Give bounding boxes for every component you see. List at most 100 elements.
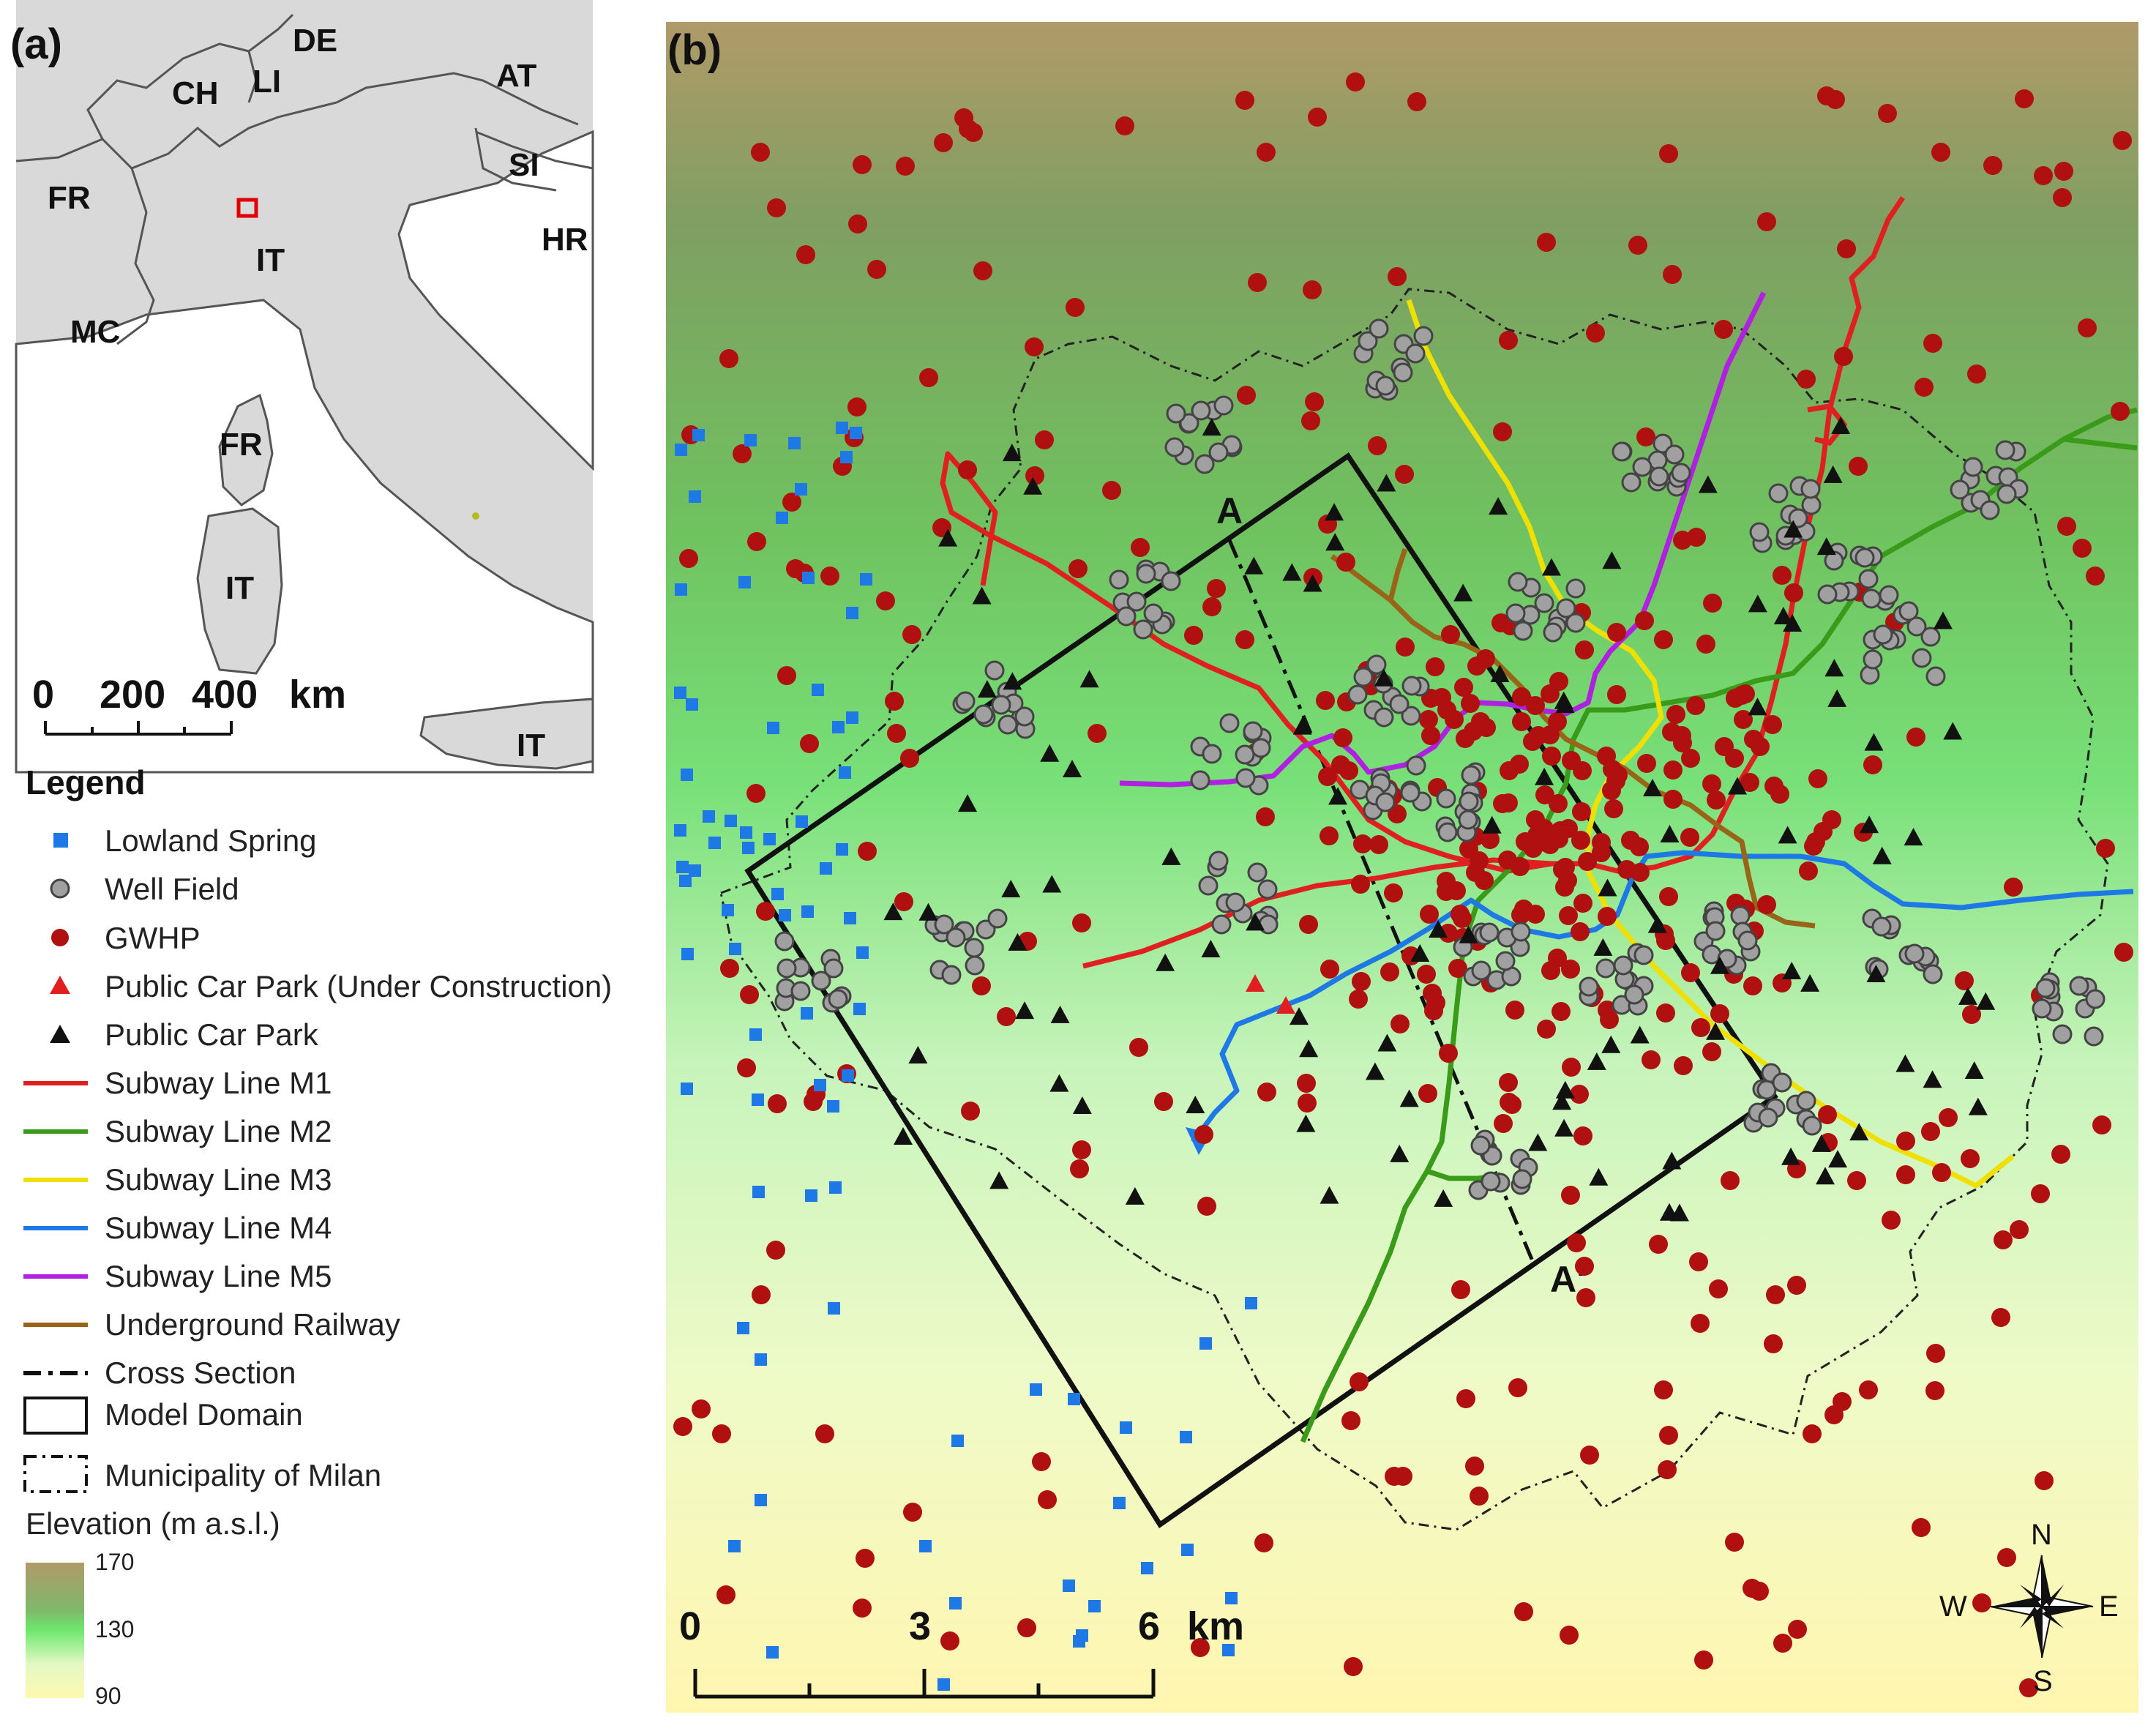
gwhp-point	[1154, 1092, 1173, 1111]
gwhp-point	[1025, 337, 1044, 356]
well-field-point	[997, 714, 1018, 735]
car-park-point	[1325, 503, 1344, 521]
gwhp-point	[1346, 72, 1365, 91]
gwhp-point	[720, 959, 739, 978]
legend-label-m5: Subway Line M5	[105, 1259, 332, 1293]
gwhp-point	[1131, 538, 1150, 557]
detail-scale-unit: km	[1187, 1604, 1244, 1648]
gwhp-point	[716, 1585, 735, 1604]
well-field-point	[1950, 479, 1970, 500]
well-field-point	[1251, 738, 1271, 758]
gwhp-point	[1804, 837, 1823, 856]
gwhp-point	[1628, 236, 1647, 255]
car-park-point	[1125, 1186, 1145, 1205]
gwhp-point	[1686, 696, 1705, 715]
lowland-spring-point	[802, 572, 815, 584]
gwhp-point	[1955, 971, 1974, 990]
legend-symbol-car-park-construction	[50, 976, 70, 994]
gwhp-point	[1396, 638, 1415, 657]
lowland-spring-point	[752, 1186, 765, 1198]
gwhp-point	[954, 108, 973, 127]
gwhp-point	[853, 1599, 872, 1618]
car-park-point	[1601, 1035, 1621, 1053]
well-field-point	[1194, 454, 1215, 474]
well-field-point	[1758, 1107, 1778, 1128]
gwhp-point	[1541, 961, 1560, 980]
gwhp-point	[1426, 657, 1445, 676]
well-field-point	[1191, 400, 1211, 421]
well-field-point	[1565, 578, 1586, 599]
well-field-point	[964, 938, 984, 958]
gwhp-point	[1333, 728, 1352, 747]
gwhp-point	[1448, 959, 1467, 978]
gwhp-point	[1997, 1548, 2016, 1567]
well-field-point	[1235, 744, 1255, 765]
underground-railway	[1330, 554, 1816, 929]
gwhp-point	[1418, 1084, 1437, 1103]
well-field-point	[1579, 976, 1599, 997]
car-park-point	[1816, 537, 1836, 556]
gwhp-point	[2015, 89, 2034, 108]
gwhp-point	[858, 842, 877, 861]
gwhp-point	[1654, 1380, 1673, 1399]
car-park-point	[1040, 744, 1060, 762]
car-park-point	[1535, 767, 1554, 785]
gwhp-point	[1642, 1050, 1661, 1069]
lowland-spring-point	[1141, 1562, 1153, 1574]
well-field-point	[1458, 810, 1478, 830]
gwhp-point	[1038, 1490, 1057, 1509]
well-field-point	[1898, 601, 1919, 621]
car-park-point	[1482, 815, 1502, 834]
gwhp-point	[1537, 1020, 1556, 1039]
gwhp-point	[1658, 1460, 1677, 1479]
lowland-spring-point	[836, 843, 848, 856]
well-field-point	[1800, 479, 1821, 499]
well-field-point	[1235, 768, 1256, 788]
gwhp-point	[777, 666, 796, 685]
car-park-point	[1202, 418, 1221, 436]
gwhp-point	[1925, 1381, 1944, 1400]
well-field-point	[1393, 362, 1413, 383]
gwhp-point	[1072, 1140, 1091, 1159]
well-field-point	[2084, 1026, 2104, 1047]
gwhp-point	[746, 784, 766, 803]
car-park-point	[1933, 611, 1953, 629]
gwhp-point	[1549, 672, 1568, 691]
gwhp-point	[1350, 1372, 1369, 1391]
gwhp-point	[692, 1399, 711, 1418]
well-field-point	[1366, 654, 1387, 675]
well-field-point	[1400, 782, 1421, 803]
lowland-spring-point	[801, 905, 814, 918]
lowland-spring-point	[846, 711, 858, 724]
well-field-point	[1369, 318, 1389, 339]
gwhp-point	[1637, 754, 1656, 773]
gwhp-point	[885, 692, 904, 711]
well-field-point	[1621, 472, 1642, 493]
compass-label-e: E	[2099, 1590, 2119, 1623]
corsica-island	[218, 393, 274, 506]
gwhp-point	[1580, 1446, 1599, 1465]
car-park-point	[1860, 815, 1879, 834]
lowland-spring-point	[827, 1100, 839, 1113]
subway-line-m5	[1119, 291, 1767, 788]
overview-scale-bar: 0 200 400 km	[32, 673, 346, 736]
gwhp-point	[679, 549, 698, 568]
lowland-spring-point	[755, 1353, 767, 1366]
lowland-spring-point	[1199, 1337, 1212, 1350]
lowland-spring-point	[1063, 1579, 1075, 1592]
lowland-spring-point	[828, 1302, 840, 1315]
gwhp-point	[1822, 810, 1841, 829]
gwhp-point	[1799, 861, 1818, 881]
car-park-point	[1001, 880, 1021, 898]
well-field-point	[1565, 613, 1586, 633]
country-label-si: SI	[509, 147, 539, 183]
lowland-spring-point	[763, 833, 776, 845]
gwhp-point	[1571, 831, 1590, 850]
car-park-point	[1453, 583, 1473, 602]
well-field-point	[1389, 694, 1410, 714]
well-field-point	[1737, 930, 1758, 951]
well-field-point	[1871, 916, 1892, 937]
car-park-point	[1015, 1001, 1035, 1020]
gwhp-point	[1237, 386, 1256, 405]
gwhp-point	[876, 591, 895, 610]
